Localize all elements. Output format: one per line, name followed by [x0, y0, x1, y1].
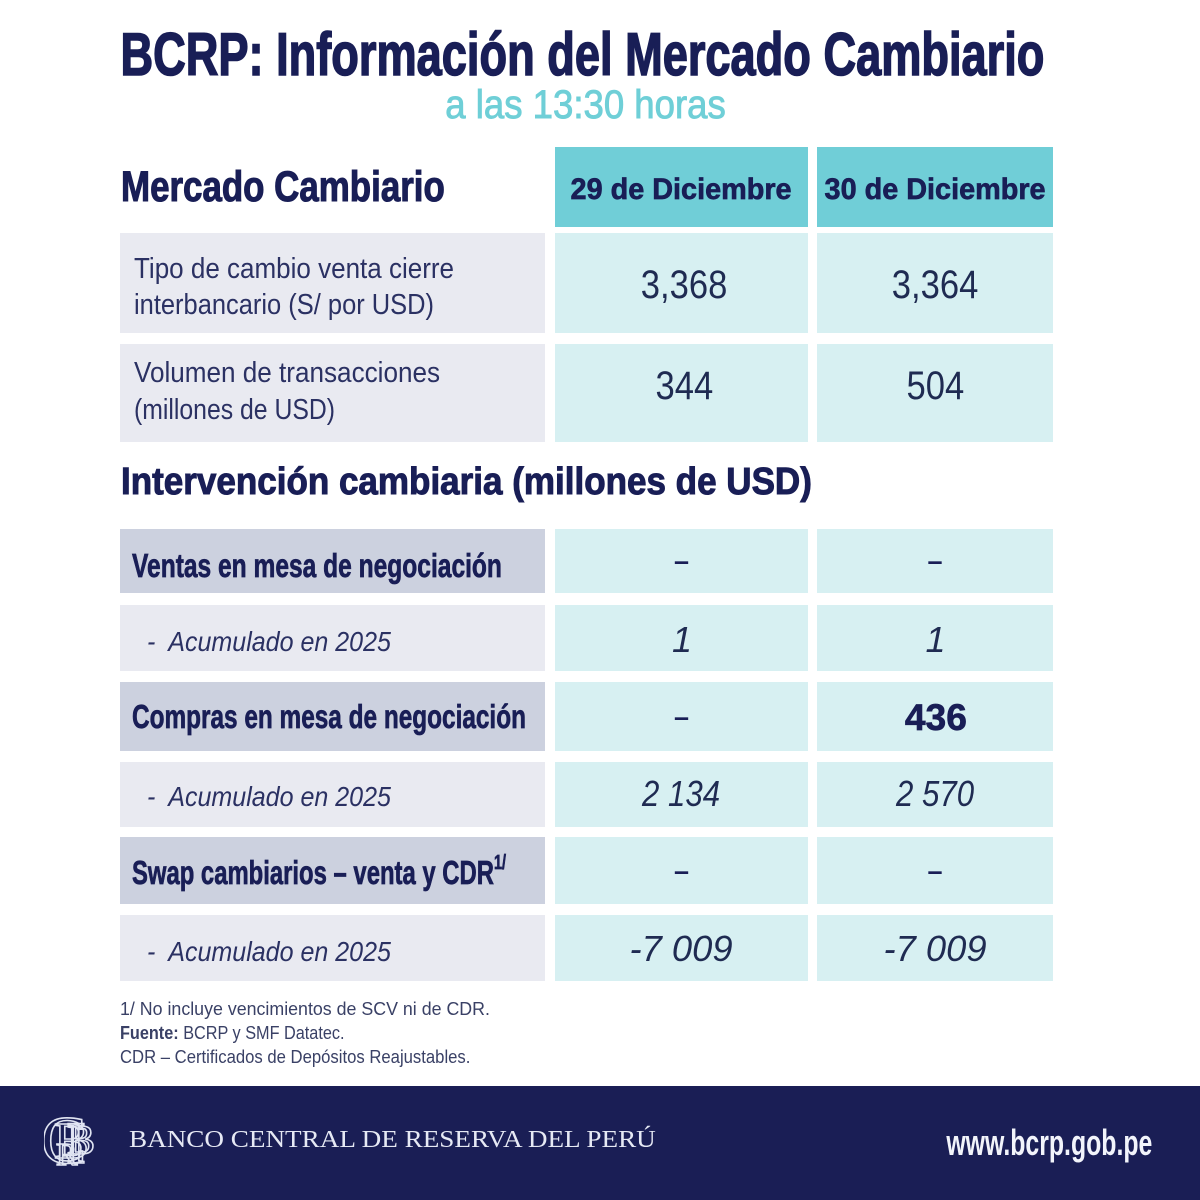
svg-text:B: B — [67, 1118, 95, 1164]
svg-text:C: C — [44, 1106, 86, 1172]
svg-text:R: R — [56, 1136, 78, 1172]
svg-text:B: B — [54, 1113, 89, 1170]
svg-text:I: I — [66, 1110, 86, 1172]
